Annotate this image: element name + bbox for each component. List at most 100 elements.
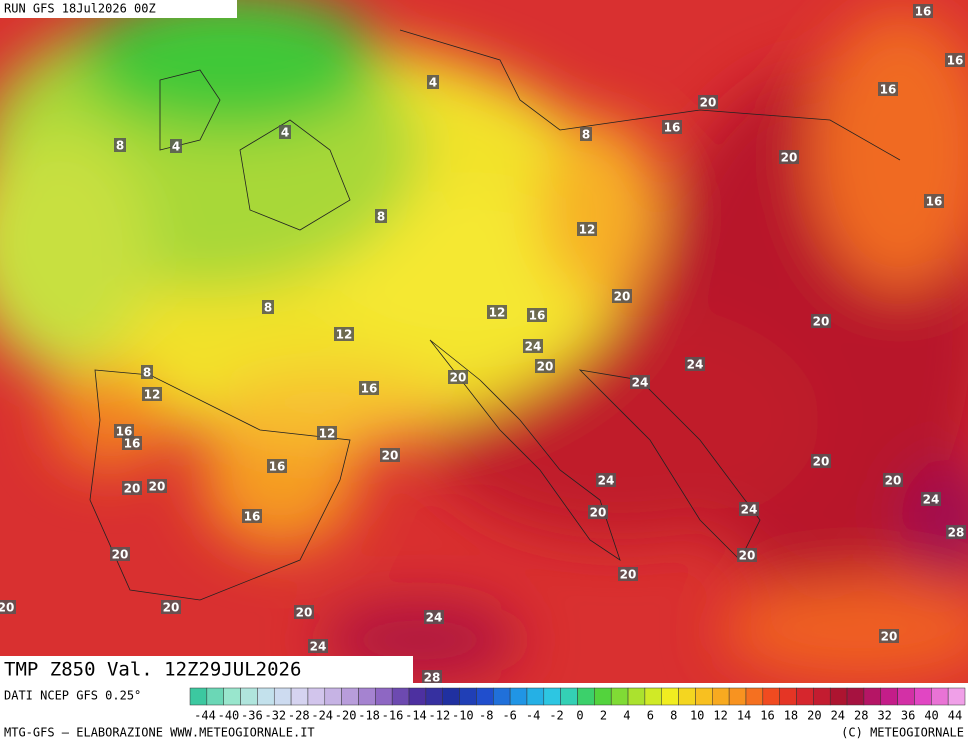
scale-swatch xyxy=(341,687,359,706)
label-box xyxy=(308,639,328,653)
label-box xyxy=(924,194,944,208)
contour-label: 20 xyxy=(163,601,180,615)
contour-label: 12 xyxy=(579,223,596,237)
contour-label: 20 xyxy=(124,482,141,496)
scale-swatch xyxy=(408,687,427,706)
label-box xyxy=(161,600,181,614)
label-box xyxy=(921,492,941,506)
scale-swatch xyxy=(762,687,780,706)
scale-swatch xyxy=(425,687,443,706)
label-box xyxy=(422,670,442,684)
contour-label: 24 xyxy=(923,493,940,507)
scale-swatch xyxy=(880,687,898,706)
scale-label: -4 xyxy=(526,709,540,723)
scale-label: -16 xyxy=(382,709,404,723)
label-box xyxy=(612,289,632,303)
scale-label: 18 xyxy=(784,709,798,723)
scale-label: -20 xyxy=(335,709,357,723)
data-source: DATI NCEP GFS 0.25° xyxy=(4,689,141,703)
label-box xyxy=(294,605,314,619)
scale-label: -10 xyxy=(452,709,474,723)
label-box xyxy=(630,375,650,389)
label-box xyxy=(122,481,142,495)
scale-swatch xyxy=(914,687,932,706)
scale-label: 24 xyxy=(831,709,845,723)
label-box xyxy=(588,505,608,519)
scale-label: 4 xyxy=(623,709,630,723)
label-box xyxy=(879,629,899,643)
label-box xyxy=(739,502,759,516)
contour-label: 20 xyxy=(739,549,756,563)
scale-swatch xyxy=(442,687,460,706)
label-box xyxy=(527,308,547,322)
temperature-field xyxy=(0,0,968,683)
scale-label: -6 xyxy=(502,709,516,723)
scale-label: 32 xyxy=(877,709,891,723)
contour-label: 20 xyxy=(296,606,313,620)
contour-label: 20 xyxy=(885,474,902,488)
scale-label: -32 xyxy=(264,709,286,723)
copyright: (C) METEOGIORNALE xyxy=(841,726,964,740)
scale-label: 28 xyxy=(854,709,868,723)
contour-label: 20 xyxy=(382,449,399,463)
scale-swatch xyxy=(189,687,208,706)
contour-label: 28 xyxy=(424,671,441,685)
label-box xyxy=(448,370,468,384)
scale-swatch xyxy=(947,687,966,706)
contour-label: 16 xyxy=(947,54,964,68)
contour-label: 16 xyxy=(124,437,141,451)
label-box xyxy=(114,424,134,438)
label-box xyxy=(913,4,933,18)
scale-label: -40 xyxy=(218,709,240,723)
contour-label: 16 xyxy=(926,195,943,209)
credit: MTG-GFS — ELABORAZIONE WWW.METEOGIORNALE… xyxy=(4,726,315,740)
contour-label: 24 xyxy=(525,340,542,354)
label-box xyxy=(380,448,400,462)
contour-label: 28 xyxy=(948,526,965,540)
scale-label: -2 xyxy=(549,709,563,723)
scale-swatch xyxy=(897,687,915,706)
label-box xyxy=(946,525,966,539)
scale-swatch xyxy=(493,687,511,706)
contour-label: 8 xyxy=(264,301,272,315)
scale-swatch xyxy=(712,687,730,706)
scale-label: 0 xyxy=(576,709,583,723)
label-box xyxy=(878,82,898,96)
contour-label: 16 xyxy=(244,510,261,524)
scale-swatch xyxy=(391,687,410,706)
contour-label: 20 xyxy=(450,371,467,385)
contour-label: 12 xyxy=(489,306,506,320)
scale-swatch xyxy=(813,687,831,706)
scale-label: 44 xyxy=(948,709,962,723)
label-box xyxy=(577,222,597,236)
contour-label: 16 xyxy=(880,83,897,97)
scale-swatch xyxy=(358,687,376,706)
contour-label: 4 xyxy=(429,76,437,90)
label-box xyxy=(170,139,182,153)
label-box xyxy=(114,138,126,152)
label-box xyxy=(242,509,262,523)
scale-swatch xyxy=(290,687,309,706)
contour-label: 8 xyxy=(143,366,151,380)
contour-label: 20 xyxy=(620,568,637,582)
scale-label: 6 xyxy=(647,709,654,723)
scale-swatch xyxy=(779,687,797,706)
label-box xyxy=(698,95,718,109)
label-box xyxy=(811,314,831,328)
contour-label: 16 xyxy=(529,309,546,323)
scale-label: 2 xyxy=(600,709,607,723)
scale-label: 12 xyxy=(713,709,727,723)
contour-label: 24 xyxy=(741,503,758,517)
scale-swatch xyxy=(846,687,865,706)
color-scale: -44 -40 -36 -32 -28 -24 -20 -18 -16 -14 -12 -10 -8 -6… xyxy=(189,687,966,723)
scale-label: 40 xyxy=(924,709,938,723)
contour-label: 12 xyxy=(144,388,161,402)
contour-label: 20 xyxy=(537,360,554,374)
contour-label: 8 xyxy=(377,210,385,224)
scale-swatch xyxy=(829,687,848,706)
scale-swatch xyxy=(695,687,713,706)
scale-label: 14 xyxy=(737,709,751,723)
contour-label: 24 xyxy=(426,611,443,625)
label-box xyxy=(110,547,130,561)
